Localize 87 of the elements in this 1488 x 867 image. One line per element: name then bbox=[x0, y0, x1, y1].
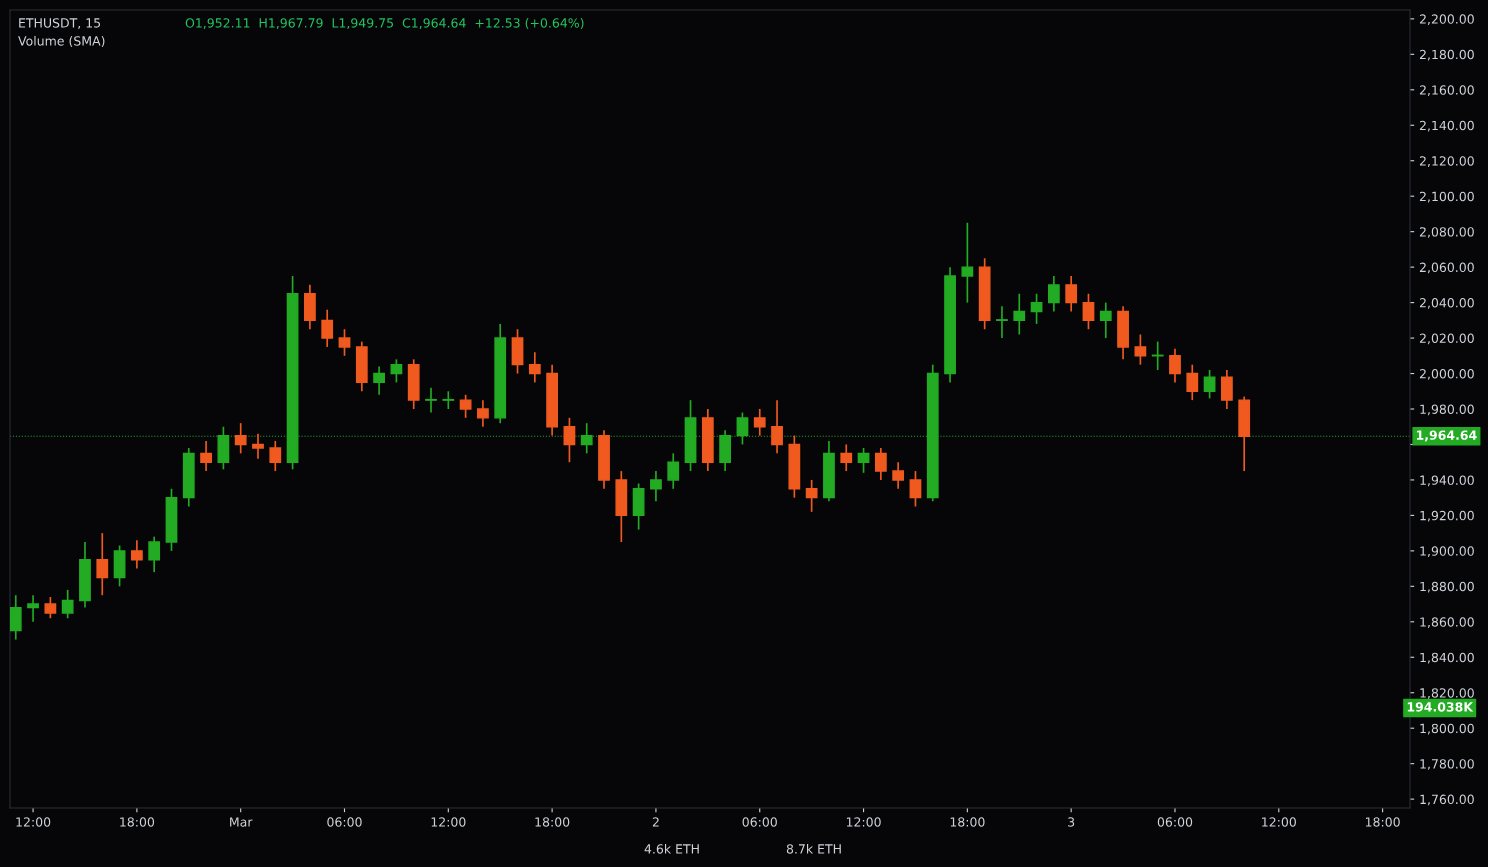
x-tick-label: 06:00 bbox=[327, 817, 362, 827]
candlestick bbox=[563, 417, 576, 464]
candlestick bbox=[528, 351, 541, 384]
y-tick-label: 2,000.00 bbox=[1419, 369, 1474, 380]
y-tick-label: 1,860.00 bbox=[1420, 617, 1474, 628]
candlestick bbox=[805, 479, 818, 513]
y-tick-label: 2,140.00 bbox=[1419, 120, 1474, 132]
x-tick-label: 3 bbox=[1068, 817, 1075, 827]
candlestick bbox=[1221, 369, 1233, 410]
x-tick-label: 12:00 bbox=[846, 817, 881, 827]
x-tick-label: 06:00 bbox=[1157, 817, 1193, 827]
candlestick bbox=[130, 539, 143, 570]
text: 8.7k ETH bbox=[786, 843, 841, 854]
y-tick-label: 2,120.00 bbox=[1419, 156, 1474, 167]
candlestick bbox=[1099, 301, 1112, 339]
candlestick bbox=[909, 470, 922, 508]
candlestick bbox=[667, 452, 680, 490]
y-tick-label: 1,880.00 bbox=[1420, 581, 1474, 593]
y-tick-label: 1,780.00 bbox=[1420, 759, 1474, 770]
candlestick bbox=[477, 399, 489, 428]
text: ETHUSDT, 15 bbox=[19, 18, 101, 29]
candlestick bbox=[96, 532, 109, 597]
candlestick bbox=[1065, 275, 1078, 313]
candlestick bbox=[252, 432, 264, 460]
candlestick bbox=[148, 535, 161, 573]
x-tick-label: 12:00 bbox=[1262, 817, 1296, 827]
y-tick-label: 1,760.00 bbox=[1420, 794, 1474, 806]
candlestick bbox=[44, 596, 57, 620]
annotation: Volume (SMA) bbox=[18, 35, 105, 48]
candlestick bbox=[321, 308, 334, 348]
y-tick-label: 2,200.00 bbox=[1419, 14, 1474, 26]
candlestick bbox=[650, 470, 662, 503]
text: 4.6k ETH bbox=[644, 843, 699, 854]
candlestick bbox=[892, 461, 905, 490]
y-tick-label: 1,820.00 bbox=[1420, 688, 1474, 699]
x-tick-label: 18:00 bbox=[535, 817, 570, 827]
candlestick bbox=[1047, 275, 1060, 313]
y-tick-label: 2,100.00 bbox=[1419, 191, 1474, 203]
x-tick-label: 06:00 bbox=[742, 817, 777, 827]
candlestick bbox=[874, 447, 887, 481]
text: O1,952.11 H1,967.79 L1,949.75 C1,964.64 +12.53 (+0.64%) bbox=[185, 17, 584, 30]
y-tick-label: 2,040.00 bbox=[1419, 298, 1474, 309]
candlestick bbox=[1169, 347, 1181, 384]
x-tick-label: 18:00 bbox=[1365, 817, 1400, 827]
y-tick-label: 1,940.00 bbox=[1420, 475, 1474, 487]
candlestick bbox=[1030, 292, 1043, 325]
candlestick bbox=[1134, 333, 1147, 366]
y-tick-label: 1,800.00 bbox=[1420, 723, 1474, 735]
y-tick-label: 2,060.00 bbox=[1419, 262, 1474, 274]
x-tick-label: 18:00 bbox=[120, 817, 155, 827]
candlestick bbox=[996, 305, 1008, 339]
candlestick bbox=[840, 443, 853, 472]
y-tick-label: 1,900.00 bbox=[1420, 546, 1474, 558]
candlestick bbox=[771, 399, 783, 455]
candlestick bbox=[1186, 363, 1199, 401]
candlestick bbox=[1203, 369, 1216, 400]
x-tick-label: 12:00 bbox=[431, 817, 466, 827]
x-tick-label: 12:00 bbox=[16, 817, 51, 827]
candlestick bbox=[425, 386, 437, 414]
candlestick bbox=[27, 594, 39, 623]
candlestick bbox=[753, 408, 766, 437]
candlestick bbox=[442, 390, 455, 410]
y-tick-label: 1,840.00 bbox=[1420, 652, 1474, 664]
candlestick bbox=[857, 447, 870, 474]
y-tick-label: 2,160.00 bbox=[1419, 85, 1474, 96]
ref-line-label: 1,964.64 bbox=[1416, 430, 1477, 442]
candlestick bbox=[10, 594, 22, 641]
x-tick-label: Mar bbox=[230, 817, 253, 827]
candlestick bbox=[338, 328, 351, 357]
candlestick bbox=[390, 358, 403, 384]
candlestick bbox=[459, 393, 472, 419]
x-tick-label: 2 bbox=[652, 817, 659, 827]
y-tick-label: 1,920.00 bbox=[1420, 510, 1474, 522]
y-tick-label: 2,020.00 bbox=[1419, 333, 1474, 345]
candlestick bbox=[61, 589, 74, 620]
candlestick bbox=[1082, 292, 1095, 331]
annotation: 194.038K bbox=[1407, 702, 1474, 712]
candlestick bbox=[373, 365, 385, 396]
y-tick-label: 2,180.00 bbox=[1419, 49, 1474, 61]
y-tick-label: 1,980.00 bbox=[1420, 404, 1474, 416]
y-tick-label: 2,080.00 bbox=[1419, 227, 1474, 238]
candlestick bbox=[1013, 292, 1026, 336]
candlestick bbox=[234, 422, 247, 455]
candlestick bbox=[961, 221, 974, 304]
x-tick-label: 18:00 bbox=[950, 817, 985, 827]
candlestick bbox=[269, 440, 282, 472]
candlestick bbox=[200, 440, 212, 472]
